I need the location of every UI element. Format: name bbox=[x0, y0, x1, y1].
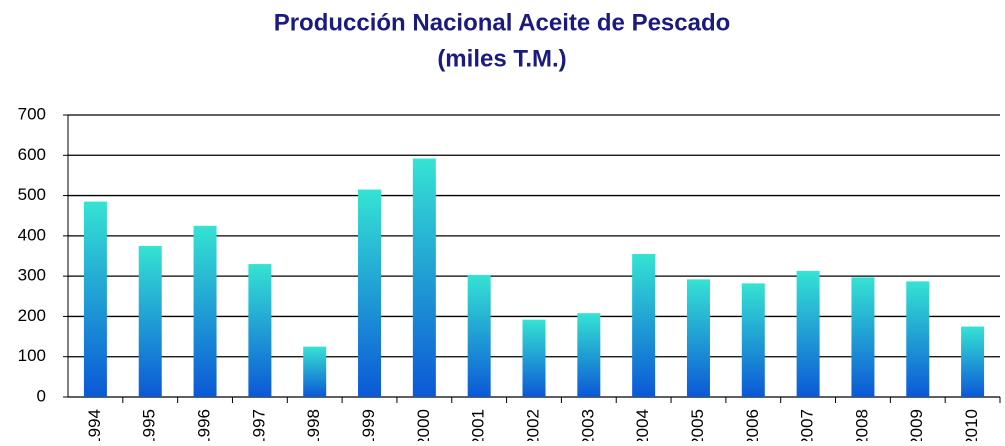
x-tick-label: 1996 bbox=[195, 409, 214, 441]
bar bbox=[412, 158, 436, 397]
y-tick-label: 100 bbox=[18, 346, 46, 365]
bar bbox=[193, 225, 217, 397]
bar bbox=[358, 189, 382, 397]
bar bbox=[467, 274, 491, 397]
x-tick-label: 2003 bbox=[578, 409, 597, 441]
chart-subtitle: (miles T.M.) bbox=[437, 45, 566, 72]
x-tick-label: 1995 bbox=[140, 409, 159, 441]
bar bbox=[138, 245, 162, 397]
y-tick-label: 400 bbox=[18, 225, 46, 244]
x-tick-label: 2008 bbox=[852, 409, 871, 441]
x-tick-label: 1997 bbox=[249, 409, 268, 441]
x-tick-label: 2009 bbox=[907, 409, 926, 441]
x-tick-label: 2007 bbox=[798, 409, 817, 441]
x-tick-label: 1999 bbox=[359, 409, 378, 441]
x-tick-label: 1998 bbox=[304, 409, 323, 441]
bar bbox=[632, 253, 656, 397]
bar bbox=[741, 283, 765, 397]
bar bbox=[522, 319, 546, 397]
y-tick-label: 200 bbox=[18, 306, 46, 325]
bar bbox=[248, 264, 272, 397]
y-tick-label: 0 bbox=[37, 386, 46, 405]
x-tick-label: 1994 bbox=[85, 409, 104, 441]
bar bbox=[686, 279, 710, 397]
bar bbox=[577, 313, 601, 397]
x-tick-label: 2010 bbox=[962, 409, 981, 441]
y-tick-label: 500 bbox=[18, 185, 46, 204]
y-tick-label: 700 bbox=[18, 104, 46, 123]
bar bbox=[961, 326, 985, 397]
bar bbox=[83, 201, 107, 397]
bar bbox=[906, 281, 930, 397]
bar bbox=[796, 270, 820, 397]
bar bbox=[303, 346, 327, 397]
x-tick-label: 2005 bbox=[688, 409, 707, 441]
x-tick-label: 2000 bbox=[414, 409, 433, 441]
y-tick-label: 300 bbox=[18, 266, 46, 285]
bar bbox=[851, 277, 875, 397]
y-tick-label: 600 bbox=[18, 145, 46, 164]
x-tick-label: 2006 bbox=[743, 409, 762, 441]
x-tick-label: 2002 bbox=[523, 409, 542, 441]
x-tick-label: 2004 bbox=[633, 409, 652, 441]
chart-title: Producción Nacional Aceite de Pescado bbox=[274, 9, 731, 36]
x-tick-label: 2001 bbox=[469, 409, 488, 441]
